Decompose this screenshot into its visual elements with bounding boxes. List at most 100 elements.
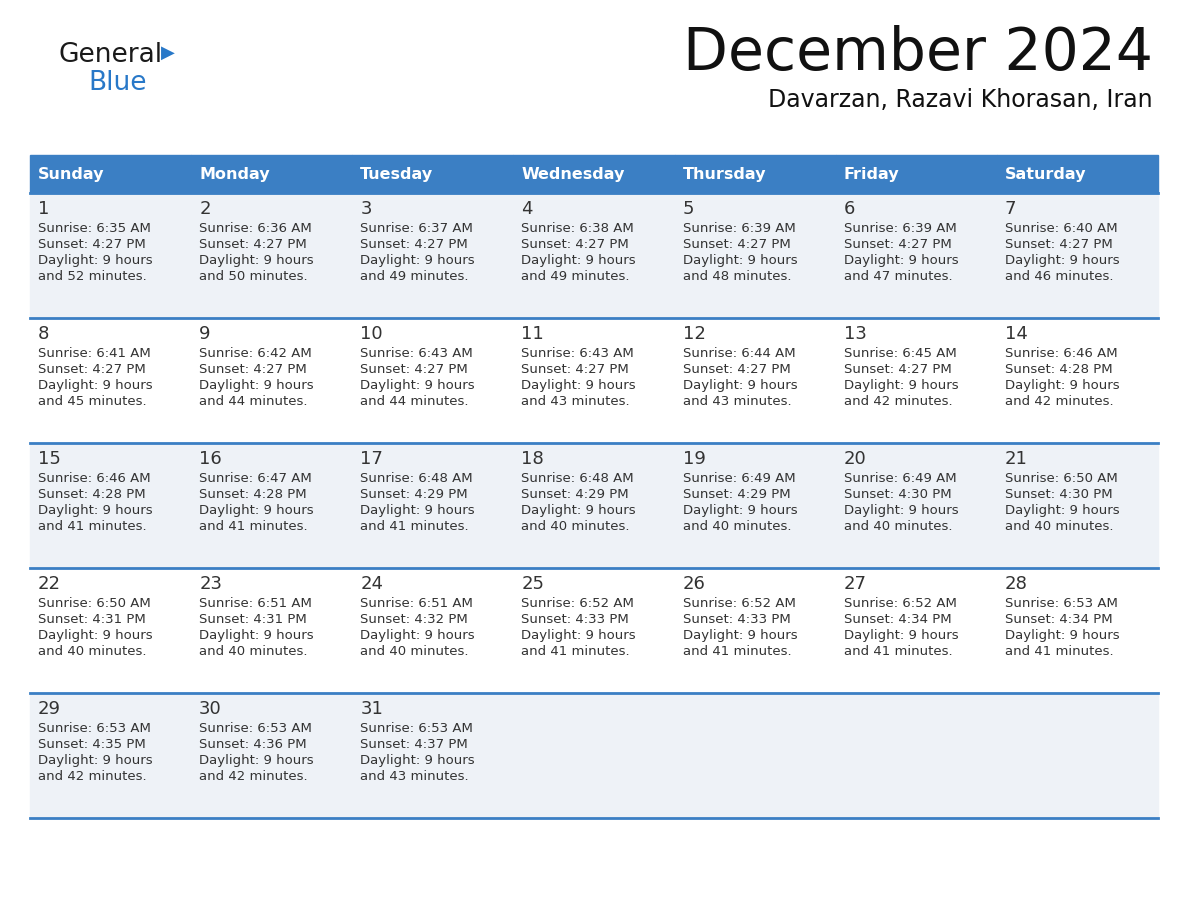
Text: and 41 minutes.: and 41 minutes. [522,645,630,658]
Text: Daylight: 9 hours: Daylight: 9 hours [683,629,797,642]
Text: Sunset: 4:27 PM: Sunset: 4:27 PM [683,238,790,251]
Text: Sunset: 4:31 PM: Sunset: 4:31 PM [38,613,146,626]
Text: 23: 23 [200,575,222,593]
Text: and 48 minutes.: and 48 minutes. [683,270,791,283]
Text: and 41 minutes.: and 41 minutes. [1005,645,1113,658]
Text: Sunset: 4:37 PM: Sunset: 4:37 PM [360,738,468,751]
Text: 24: 24 [360,575,384,593]
Text: Blue: Blue [88,70,146,96]
Bar [30,318,1158,443]
Text: and 52 minutes.: and 52 minutes. [38,270,147,283]
Text: Sunrise: 6:52 AM: Sunrise: 6:52 AM [683,597,796,610]
Text: 17: 17 [360,450,384,468]
Text: 6: 6 [843,200,855,218]
Text: 13: 13 [843,325,866,343]
Text: Daylight: 9 hours: Daylight: 9 hours [200,754,314,767]
Text: 31: 31 [360,700,384,718]
Text: General: General [58,42,162,68]
Text: Wednesday: Wednesday [522,166,625,182]
Text: Sunset: 4:28 PM: Sunset: 4:28 PM [1005,363,1112,376]
Text: Sunrise: 6:42 AM: Sunrise: 6:42 AM [200,347,312,360]
Text: Daylight: 9 hours: Daylight: 9 hours [843,629,959,642]
Text: 5: 5 [683,200,694,218]
Text: Sunset: 4:33 PM: Sunset: 4:33 PM [522,613,630,626]
Text: Daylight: 9 hours: Daylight: 9 hours [683,254,797,267]
Text: 14: 14 [1005,325,1028,343]
Text: Daylight: 9 hours: Daylight: 9 hours [843,379,959,392]
Text: and 47 minutes.: and 47 minutes. [843,270,953,283]
Text: Sunset: 4:32 PM: Sunset: 4:32 PM [360,613,468,626]
Text: Sunset: 4:27 PM: Sunset: 4:27 PM [38,238,146,251]
Text: and 40 minutes.: and 40 minutes. [683,520,791,533]
Text: 1: 1 [38,200,50,218]
Text: Sunset: 4:29 PM: Sunset: 4:29 PM [522,488,630,501]
Text: 2: 2 [200,200,210,218]
Text: Sunrise: 6:52 AM: Sunrise: 6:52 AM [843,597,956,610]
Text: Sunset: 4:28 PM: Sunset: 4:28 PM [38,488,146,501]
Text: Sunrise: 6:39 AM: Sunrise: 6:39 AM [683,222,795,235]
Text: Sunrise: 6:46 AM: Sunrise: 6:46 AM [1005,347,1118,360]
Text: Sunrise: 6:47 AM: Sunrise: 6:47 AM [200,472,312,485]
Text: Sunrise: 6:45 AM: Sunrise: 6:45 AM [843,347,956,360]
Text: ▶: ▶ [162,44,175,62]
Text: Sunrise: 6:48 AM: Sunrise: 6:48 AM [360,472,473,485]
Text: and 44 minutes.: and 44 minutes. [360,395,469,408]
Text: Daylight: 9 hours: Daylight: 9 hours [522,629,636,642]
Text: and 40 minutes.: and 40 minutes. [522,520,630,533]
Text: Sunrise: 6:50 AM: Sunrise: 6:50 AM [38,597,151,610]
Text: Daylight: 9 hours: Daylight: 9 hours [843,504,959,517]
Text: Daylight: 9 hours: Daylight: 9 hours [1005,504,1119,517]
Text: Daylight: 9 hours: Daylight: 9 hours [38,629,152,642]
Text: and 44 minutes.: and 44 minutes. [200,395,308,408]
Text: Sunset: 4:27 PM: Sunset: 4:27 PM [360,238,468,251]
Text: and 43 minutes.: and 43 minutes. [360,770,469,783]
Text: Daylight: 9 hours: Daylight: 9 hours [522,504,636,517]
Text: Sunrise: 6:53 AM: Sunrise: 6:53 AM [360,722,473,735]
Text: Daylight: 9 hours: Daylight: 9 hours [200,254,314,267]
Text: Sunset: 4:27 PM: Sunset: 4:27 PM [200,238,307,251]
Bar [30,443,1158,568]
Text: and 43 minutes.: and 43 minutes. [683,395,791,408]
Text: Sunset: 4:34 PM: Sunset: 4:34 PM [843,613,952,626]
Text: 22: 22 [38,575,61,593]
Text: Daylight: 9 hours: Daylight: 9 hours [38,379,152,392]
Text: 19: 19 [683,450,706,468]
Text: Sunset: 4:35 PM: Sunset: 4:35 PM [38,738,146,751]
Text: 25: 25 [522,575,544,593]
Text: and 41 minutes.: and 41 minutes. [360,520,469,533]
Text: Daylight: 9 hours: Daylight: 9 hours [1005,254,1119,267]
Text: Sunrise: 6:43 AM: Sunrise: 6:43 AM [522,347,634,360]
Text: and 50 minutes.: and 50 minutes. [200,270,308,283]
Text: Sunset: 4:27 PM: Sunset: 4:27 PM [522,363,630,376]
Text: and 42 minutes.: and 42 minutes. [1005,395,1113,408]
Bar [997,155,1158,193]
Text: Sunrise: 6:44 AM: Sunrise: 6:44 AM [683,347,795,360]
Bar [30,155,191,193]
Text: December 2024: December 2024 [683,25,1154,82]
Text: and 40 minutes.: and 40 minutes. [843,520,953,533]
Text: Daylight: 9 hours: Daylight: 9 hours [200,629,314,642]
Bar [353,155,513,193]
Text: and 41 minutes.: and 41 minutes. [38,520,146,533]
Text: Sunset: 4:31 PM: Sunset: 4:31 PM [200,613,307,626]
Text: 30: 30 [200,700,222,718]
Text: 28: 28 [1005,575,1028,593]
Text: Daylight: 9 hours: Daylight: 9 hours [38,754,152,767]
Text: Daylight: 9 hours: Daylight: 9 hours [843,254,959,267]
Text: Daylight: 9 hours: Daylight: 9 hours [1005,379,1119,392]
Text: Sunrise: 6:52 AM: Sunrise: 6:52 AM [522,597,634,610]
Text: and 49 minutes.: and 49 minutes. [522,270,630,283]
Text: Sunrise: 6:37 AM: Sunrise: 6:37 AM [360,222,473,235]
Text: Sunrise: 6:40 AM: Sunrise: 6:40 AM [1005,222,1118,235]
Text: Sunrise: 6:39 AM: Sunrise: 6:39 AM [843,222,956,235]
Text: 21: 21 [1005,450,1028,468]
Text: Sunrise: 6:41 AM: Sunrise: 6:41 AM [38,347,151,360]
Text: Daylight: 9 hours: Daylight: 9 hours [683,504,797,517]
Text: Sunrise: 6:48 AM: Sunrise: 6:48 AM [522,472,634,485]
Text: Daylight: 9 hours: Daylight: 9 hours [200,379,314,392]
Text: Saturday: Saturday [1005,166,1086,182]
Text: Sunset: 4:36 PM: Sunset: 4:36 PM [200,738,307,751]
Text: Daylight: 9 hours: Daylight: 9 hours [360,504,475,517]
Text: and 42 minutes.: and 42 minutes. [38,770,146,783]
Text: 16: 16 [200,450,222,468]
